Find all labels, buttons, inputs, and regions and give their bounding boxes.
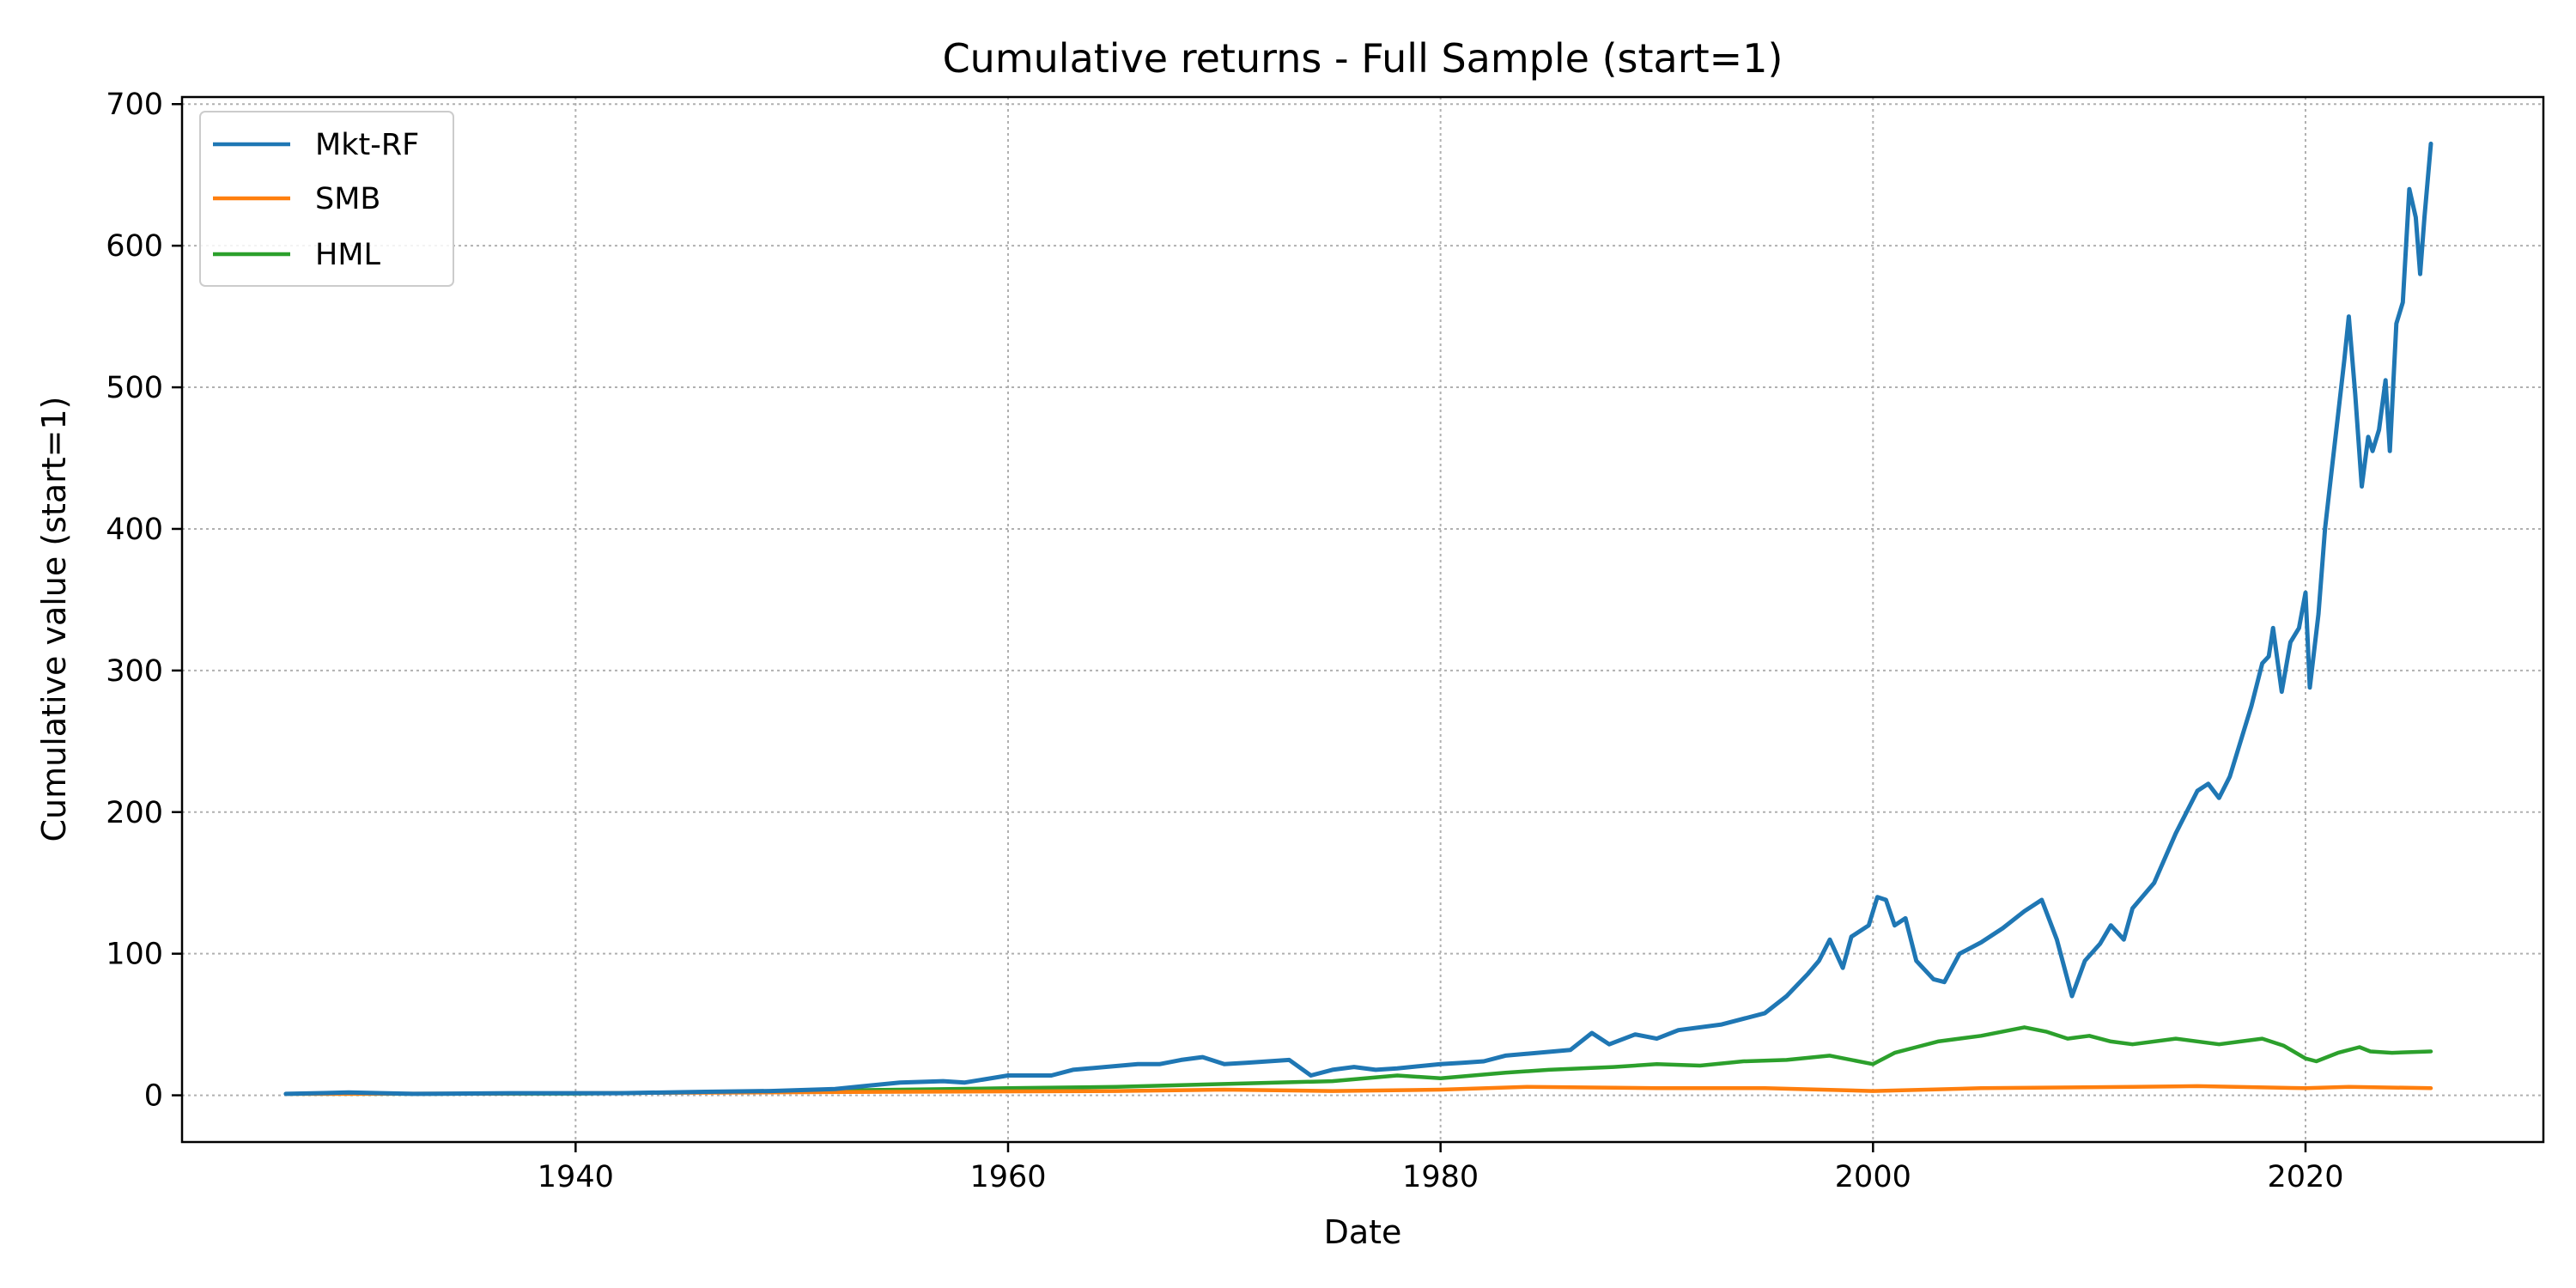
- y-tick-label: 300: [106, 654, 163, 689]
- chart-title: Cumulative returns - Full Sample (start=…: [943, 35, 1783, 82]
- y-tick-label: 600: [106, 229, 163, 264]
- y-tick-label: 400: [106, 513, 163, 547]
- series-line-hml: [283, 1025, 2433, 1097]
- y-tick-label: 700: [106, 88, 163, 122]
- y-tick-label: 100: [106, 938, 163, 972]
- x-axis-label: Date: [1324, 1213, 1402, 1251]
- x-tick-label: 1940: [538, 1160, 614, 1194]
- legend-label-hml: HML: [315, 238, 381, 272]
- y-tick-label: 200: [106, 796, 163, 830]
- grid-lines: [182, 97, 2543, 1142]
- x-tick-label: 1960: [969, 1160, 1046, 1194]
- legend-label-mkt-rf: Mkt-RF: [315, 128, 419, 162]
- x-tick-label: 2000: [1835, 1160, 1911, 1194]
- legend: Mkt-RF SMB HML: [199, 111, 454, 287]
- series-line-mkt-rf: [283, 141, 2433, 1097]
- plot-area-frame: [180, 95, 2545, 1144]
- x-tick-label: 1980: [1402, 1160, 1479, 1194]
- legend-label-smb: SMB: [315, 182, 380, 216]
- y-tick-label: 500: [106, 371, 163, 405]
- series-line-smb: [283, 1084, 2433, 1097]
- axis-ticks: 1940 1960 1980 2000 2020 0 100 200 300 400 500 600 7…: [106, 88, 2343, 1194]
- series-lines: [283, 141, 2433, 1097]
- x-tick-label: 2020: [2267, 1160, 2343, 1194]
- y-axis-label: Cumulative value (start=1): [35, 396, 73, 841]
- legend-box: [199, 111, 454, 287]
- y-tick-label: 0: [144, 1079, 163, 1114]
